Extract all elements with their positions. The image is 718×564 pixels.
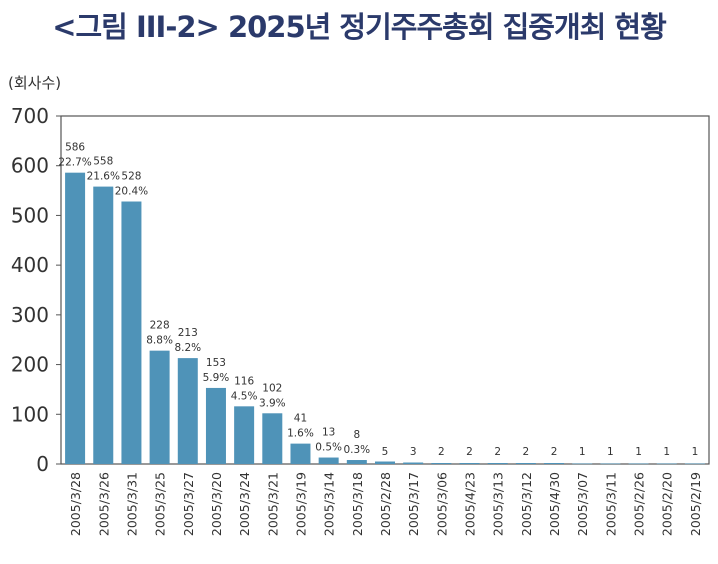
x-category-label: 2005/3/17 <box>406 472 421 536</box>
bar <box>346 460 367 464</box>
bar-value-label: 586 <box>65 142 85 154</box>
bar-value-label: 1 <box>579 446 586 458</box>
bar <box>234 406 255 464</box>
bar-value-label: 1 <box>607 446 614 458</box>
bar <box>628 463 649 465</box>
x-category-label: 2005/3/12 <box>519 472 534 536</box>
bar-value-label: 1 <box>692 446 699 458</box>
x-category-label: 2005/3/27 <box>181 472 196 536</box>
bar-value-label: 8 <box>353 429 360 441</box>
bar <box>205 387 226 464</box>
bar <box>656 463 677 465</box>
bar-percent-label: 4.5% <box>231 390 258 402</box>
bar-value-label: 228 <box>150 320 170 332</box>
y-tick-label: 300 <box>11 303 49 327</box>
y-tick-label: 0 <box>36 452 49 476</box>
x-category-label: 2005/4/23 <box>463 472 478 536</box>
y-axis-unit-label: (회사수) <box>8 74 62 92</box>
x-category-label: 2005/3/20 <box>209 472 224 536</box>
bar-value-label: 213 <box>178 327 198 339</box>
x-category-label: 2005/3/07 <box>575 472 590 536</box>
bar <box>149 350 170 464</box>
bar <box>262 413 283 464</box>
bar <box>290 443 311 464</box>
y-tick-label: 100 <box>11 402 49 426</box>
bar-percent-label: 3.9% <box>259 397 286 409</box>
bar-value-label: 558 <box>93 156 113 168</box>
x-category-label: 2005/3/06 <box>434 472 449 536</box>
x-category-label: 2005/3/18 <box>350 472 365 536</box>
x-category-label: 2005/3/11 <box>603 472 618 536</box>
bar-percent-label: 0.3% <box>343 444 370 456</box>
y-tick-label: 500 <box>11 203 49 227</box>
bar-value-label: 2 <box>466 446 473 458</box>
bar <box>375 461 395 464</box>
bar <box>515 463 536 464</box>
bar <box>318 457 339 464</box>
x-category-label: 2005/2/28 <box>378 472 393 536</box>
x-category-label: 2005/3/28 <box>68 472 83 536</box>
bar-percent-label: 8.2% <box>174 342 201 354</box>
bar <box>403 462 424 464</box>
bar <box>600 463 621 465</box>
x-category-label: 2005/3/25 <box>153 472 168 536</box>
bar-value-label: 2 <box>494 446 501 458</box>
bar <box>684 463 705 465</box>
x-category-label: 2005/3/14 <box>322 472 337 536</box>
bar-value-label: 1 <box>663 446 670 458</box>
bar-value-label: 5 <box>382 446 389 458</box>
x-category-label: 2005/3/24 <box>237 472 252 536</box>
x-category-label: 2005/2/20 <box>660 472 675 536</box>
bar <box>177 358 198 464</box>
bar-value-label: 41 <box>294 413 307 425</box>
x-category-label: 2005/3/26 <box>96 472 111 536</box>
bar-value-label: 2 <box>551 446 558 458</box>
bar-percent-label: 1.6% <box>287 428 314 440</box>
bar <box>459 463 480 464</box>
x-category-label: 2005/2/26 <box>632 472 647 536</box>
bar-percent-label: 5.9% <box>203 372 230 384</box>
y-tick-label: 700 <box>11 104 49 128</box>
y-tick-label: 600 <box>11 154 49 178</box>
bar <box>544 463 565 464</box>
bar-value-label: 2 <box>438 446 445 458</box>
x-category-label: 2005/4/30 <box>547 472 562 536</box>
bar-value-label: 153 <box>206 357 226 369</box>
x-category-label: 2005/3/19 <box>293 472 308 536</box>
bar <box>431 463 452 464</box>
bar-percent-label: 22.7% <box>58 157 91 169</box>
bar-percent-label: 0.5% <box>315 442 342 454</box>
bar-percent-label: 20.4% <box>115 186 148 198</box>
bar-percent-label: 8.8% <box>146 335 173 347</box>
bar <box>572 463 593 465</box>
x-category-label: 2005/3/21 <box>265 472 280 536</box>
bar <box>487 463 508 464</box>
y-tick-label: 400 <box>11 253 49 277</box>
y-tick-label: 200 <box>11 353 49 377</box>
bar <box>65 172 86 464</box>
bar <box>121 201 142 464</box>
x-category-label: 2005/2/19 <box>688 472 703 536</box>
x-category-label: 2005/3/31 <box>124 472 139 536</box>
bar-value-label: 1 <box>635 446 642 458</box>
bar <box>93 186 114 464</box>
bar-value-label: 528 <box>121 171 141 183</box>
bar-value-label: 102 <box>262 382 282 394</box>
bar-value-label: 116 <box>234 375 254 387</box>
x-category-label: 2005/3/13 <box>491 472 506 536</box>
bar-value-label: 2 <box>523 446 530 458</box>
chart-title: <그림 III-2> 2025년 정기주주총회 집중개최 현황 <box>52 10 667 44</box>
bar-value-label: 3 <box>410 446 417 458</box>
bar-percent-label: 21.6% <box>87 171 120 183</box>
bar-value-label: 13 <box>322 427 335 439</box>
